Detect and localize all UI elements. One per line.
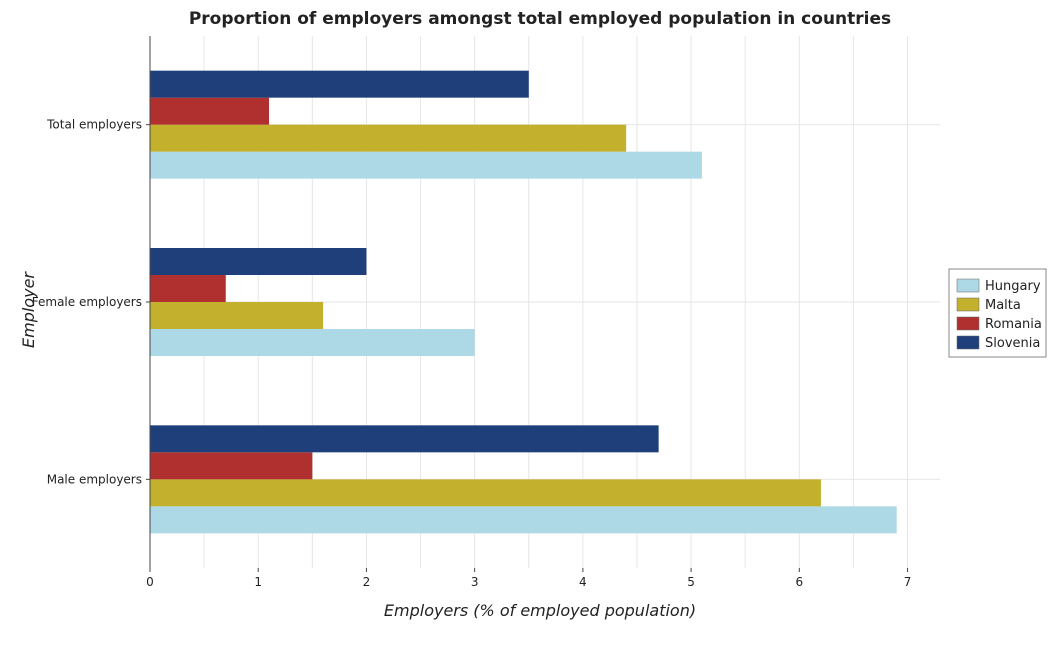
x-tick-label: 0 [146, 575, 154, 589]
bar-romania-1 [150, 97, 270, 125]
legend-label-slovenia: Slovenia [985, 336, 1040, 351]
x-axis-label: Employers (% of employed population) [384, 601, 696, 620]
bar-slovenia-3 [150, 425, 659, 453]
x-tick-label: 1 [254, 575, 262, 589]
axis-layer: Total employers Female employers Male empl… [32, 36, 912, 589]
bar-slovenia-1 [150, 70, 529, 98]
x-tick-label: 2 [363, 575, 371, 589]
legend-swatch-hungary [956, 278, 980, 293]
bar-romania-3 [150, 452, 313, 480]
bar-hungary-1 [150, 151, 702, 179]
legend-swatch-malta [956, 297, 980, 312]
x-tick-label: 5 [687, 575, 695, 589]
bar-malta-1 [150, 124, 627, 152]
y-tick-label: Male employers [47, 472, 142, 486]
legend-swatch-slovenia [956, 335, 980, 350]
legend-label-romania: Romania [985, 317, 1042, 332]
bar-romania-2 [150, 275, 226, 302]
bar-malta-2 [150, 302, 324, 329]
x-tick-label: 3 [471, 575, 479, 589]
bar-slovenia-2 [150, 248, 367, 275]
y-axis-label: Employer [19, 271, 38, 348]
bar-malta-3 [150, 479, 821, 507]
legend-label-malta: Malta [985, 298, 1021, 313]
legend: Hungary Malta Romania Slovenia [948, 268, 1047, 358]
bar-hungary-2 [150, 329, 475, 356]
x-tick-label: 4 [579, 575, 587, 589]
x-tick-label: 7 [904, 575, 912, 589]
chart-title: Proportion of employers amongst total em… [189, 9, 891, 29]
y-tick-label: Total employers [46, 118, 142, 132]
legend-swatch-romania [956, 316, 980, 331]
y-tick-label: Female employers [32, 295, 142, 309]
x-tick-label: 6 [795, 575, 803, 589]
legend-label-hungary: Hungary [985, 279, 1041, 294]
bars-layer [150, 70, 897, 534]
bar-hungary-3 [150, 506, 897, 534]
